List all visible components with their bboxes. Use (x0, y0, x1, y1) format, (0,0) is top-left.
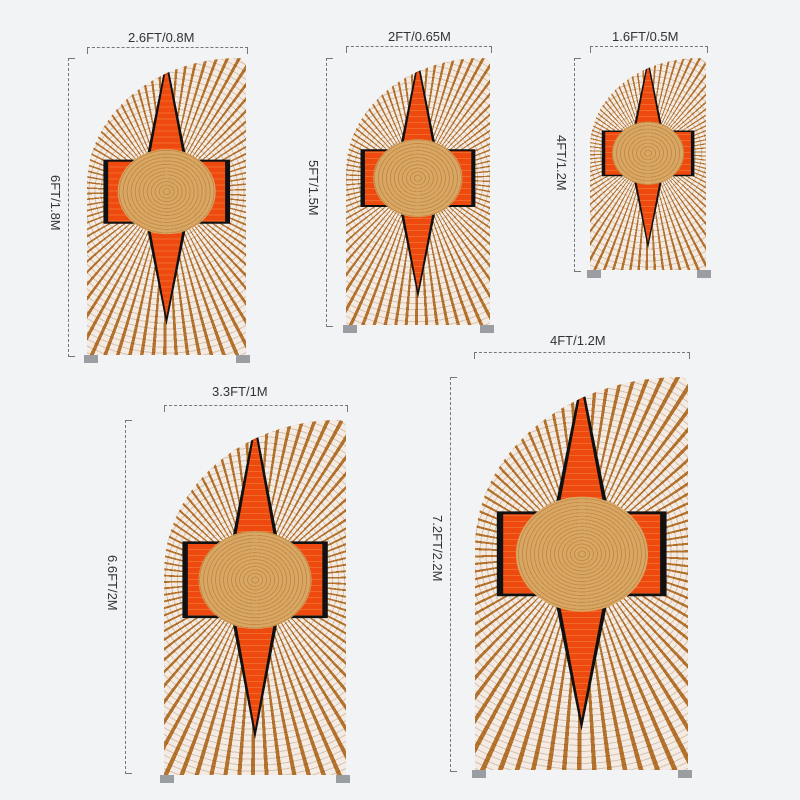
backdrop-image (590, 58, 706, 270)
height-label: 6.6FT/2M (105, 555, 120, 611)
width-dimension-line (164, 405, 348, 412)
width-dimension-line (474, 352, 690, 359)
stand-leg (160, 775, 174, 783)
width-dimension-line (346, 46, 492, 53)
height-dimension-line (125, 420, 132, 774)
stand-leg (480, 325, 494, 333)
height-label: 7.2FT/2.2M (430, 515, 445, 582)
height-dimension-line (574, 58, 581, 272)
width-dimension-line (590, 46, 708, 53)
height-dimension-line (450, 377, 457, 772)
stand-leg (697, 270, 711, 278)
stand-leg (84, 355, 98, 363)
stand-leg (343, 325, 357, 333)
stand-leg (336, 775, 350, 783)
width-label: 4FT/1.2M (550, 333, 606, 348)
stand-leg (678, 770, 692, 778)
stand-leg (587, 270, 601, 278)
width-label: 2FT/0.65M (388, 29, 451, 44)
height-label: 4FT/1.2M (554, 135, 569, 191)
stand-leg (236, 355, 250, 363)
width-dimension-line (87, 47, 248, 54)
height-dimension-line (68, 58, 75, 357)
backdrop-image (475, 377, 688, 770)
backdrop-image (164, 420, 346, 775)
height-dimension-line (326, 58, 333, 327)
backdrop-image (87, 58, 246, 355)
width-label: 3.3FT/1M (212, 384, 268, 399)
height-label: 6FT/1.8M (48, 175, 63, 231)
width-label: 1.6FT/0.5M (612, 29, 679, 44)
width-label: 2.6FT/0.8M (128, 30, 195, 45)
backdrop-image (346, 58, 490, 325)
height-label: 5FT/1.5M (306, 160, 321, 216)
stand-leg (472, 770, 486, 778)
